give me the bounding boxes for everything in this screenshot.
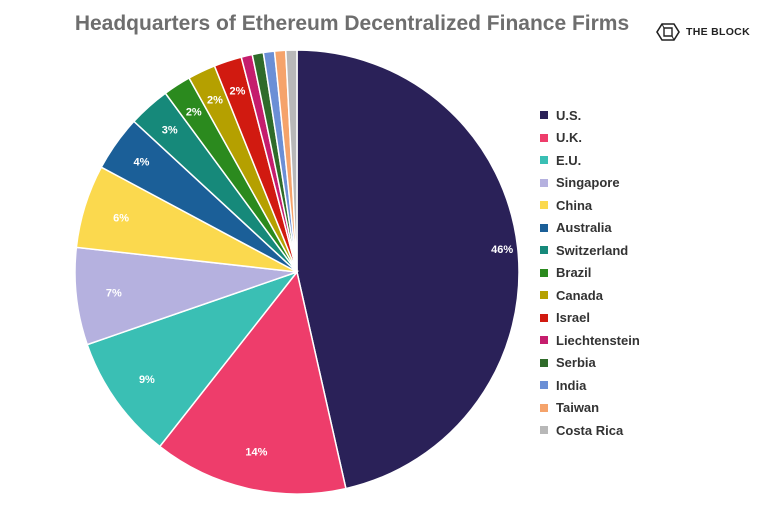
chart-title: Headquarters of Ethereum Decentralized F… (74, 12, 630, 35)
legend-item: Switzerland (540, 239, 640, 262)
legend-item: Australia (540, 217, 640, 240)
legend-label: E.U. (556, 152, 582, 168)
legend-item: U.S. (540, 104, 640, 127)
legend-label: Canada (556, 287, 603, 303)
slice-value-label: 2% (229, 86, 245, 98)
legend-swatch (540, 223, 548, 232)
legend-swatch (540, 358, 548, 367)
legend-item: Canada (540, 284, 640, 307)
legend-label: China (556, 197, 593, 213)
legend-item: Taiwan (540, 397, 640, 420)
legend-label: U.S. (556, 107, 582, 123)
chart-legend: U.S. U.K. E.U. Singapore China Australia Switz… (540, 104, 640, 442)
legend-swatch (540, 156, 548, 165)
legend-swatch (540, 381, 548, 390)
slice-value-label: 6% (113, 212, 129, 224)
legend-item: India (540, 374, 640, 397)
legend-item: China (540, 194, 640, 217)
legend-item: Liechtenstein (540, 329, 640, 352)
legend-item: Brazil (540, 262, 640, 285)
slice-value-label: 3% (162, 125, 178, 137)
legend-label: Brazil (556, 265, 592, 281)
pie-slice-e-u (86, 270, 300, 448)
legend-label: India (556, 377, 587, 393)
pie-slice-u-k (158, 270, 347, 495)
legend-label: Costa Rica (556, 422, 624, 438)
pie-slice-u-s (296, 49, 520, 490)
cube-logo-icon (656, 23, 680, 41)
legend-item: Singapore (540, 172, 640, 195)
legend-label: Taiwan (556, 400, 600, 416)
slice-value-label: 4% (134, 156, 150, 168)
legend-swatch (540, 291, 548, 300)
slice-value-label: 2% (207, 95, 223, 107)
slice-value-label: 14% (245, 447, 267, 459)
legend-swatch (540, 403, 548, 412)
legend-swatch (540, 133, 548, 142)
legend-label: Liechtenstein (556, 332, 640, 348)
legend-label: Australia (556, 220, 612, 236)
legend-label: Serbia (556, 355, 596, 371)
slice-value-label: 9% (139, 374, 155, 386)
legend-item: Israel (540, 307, 640, 330)
legend-swatch (540, 313, 548, 322)
legend-label: Singapore (556, 175, 620, 191)
legend-swatch (540, 426, 548, 435)
brand-logo: THE BLOCK (656, 22, 750, 42)
legend-swatch (540, 336, 548, 345)
legend-item: Serbia (540, 352, 640, 375)
legend-label: U.K. (556, 130, 582, 146)
legend-swatch (540, 201, 548, 210)
slice-value-label: 46% (491, 244, 513, 256)
legend-label: Israel (556, 310, 590, 326)
slice-value-label: 2% (186, 106, 202, 118)
brand-name: THE BLOCK (686, 26, 750, 38)
legend-label: Switzerland (556, 242, 629, 258)
legend-swatch (540, 268, 548, 277)
slice-value-label: 7% (106, 287, 122, 299)
pie-chart: 46% 14% 9% 7% 6% 4% 3% 2% 2% 2% (74, 49, 520, 495)
legend-item: Costa Rica (540, 419, 640, 442)
legend-swatch (540, 246, 548, 255)
legend-item: E.U. (540, 149, 640, 172)
legend-swatch (540, 178, 548, 187)
legend-swatch (540, 111, 548, 120)
legend-item: U.K. (540, 127, 640, 150)
pie-slice-costa-rica (284, 49, 298, 273)
